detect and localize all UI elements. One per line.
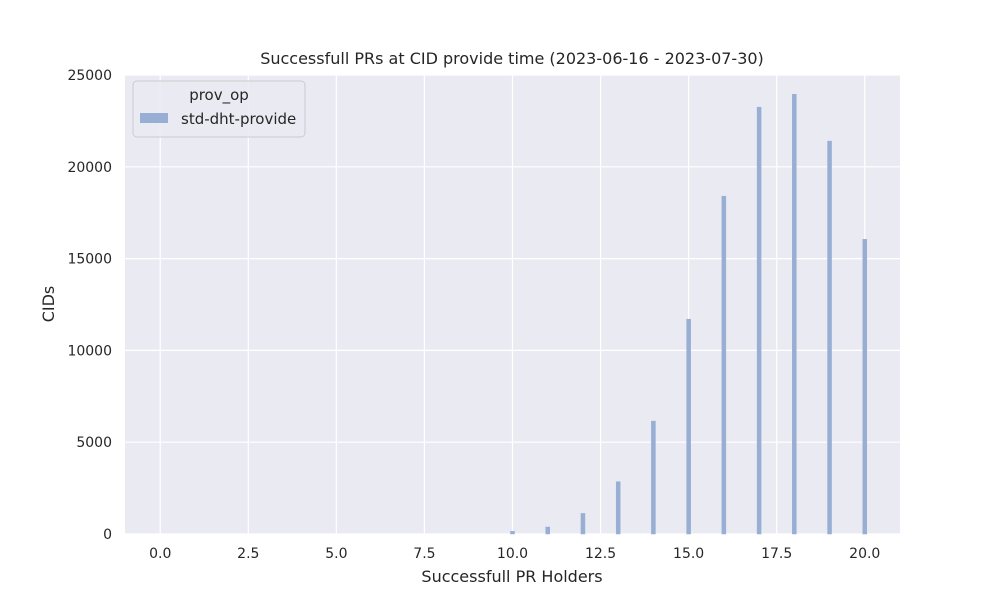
bars [510, 94, 868, 535]
x-tick-label: 10.0 [497, 546, 528, 562]
y-tick-label: 25000 [67, 68, 112, 84]
bar [756, 106, 762, 535]
bar [721, 195, 727, 535]
x-tick-label: 5.0 [325, 546, 347, 562]
y-tick-label: 20000 [67, 160, 112, 176]
x-tick-label: 7.5 [413, 546, 435, 562]
bar [545, 526, 550, 535]
legend-title: prov_op [189, 86, 249, 105]
bar [792, 94, 797, 535]
bar [580, 513, 586, 535]
bar [510, 530, 515, 535]
bar [615, 481, 621, 535]
x-axis-label: Successfull PR Holders [421, 567, 602, 586]
y-tick-label: 10000 [67, 343, 112, 359]
y-tick-label: 15000 [67, 252, 112, 268]
legend-entry-label: std-dht-provide [181, 110, 296, 128]
legend-box [132, 80, 306, 138]
bar [686, 318, 691, 535]
chart-title: Successfull PRs at CID provide time (202… [260, 49, 764, 68]
bar [651, 420, 656, 535]
y-tick-labels: 0 5000 10000 15000 20000 25000 [67, 68, 112, 543]
x-tick-label: 20.0 [849, 546, 880, 562]
y-tick-label: 0 [103, 527, 112, 543]
x-tick-labels: 0.0 2.5 5.0 7.5 10.0 12.5 15.0 17.5 20.0 [149, 546, 880, 562]
legend: prov_op std-dht-provide [132, 80, 306, 138]
x-tick-label: 2.5 [237, 546, 259, 562]
x-tick-label: 17.5 [761, 546, 792, 562]
bar [827, 140, 832, 535]
legend-swatch [140, 113, 168, 123]
x-tick-label: 0.0 [149, 546, 171, 562]
bar [862, 239, 868, 535]
y-tick-label: 5000 [76, 435, 112, 451]
x-tick-label: 12.5 [585, 546, 616, 562]
x-tick-label: 15.0 [673, 546, 704, 562]
y-axis-label: CIDs [39, 286, 58, 323]
